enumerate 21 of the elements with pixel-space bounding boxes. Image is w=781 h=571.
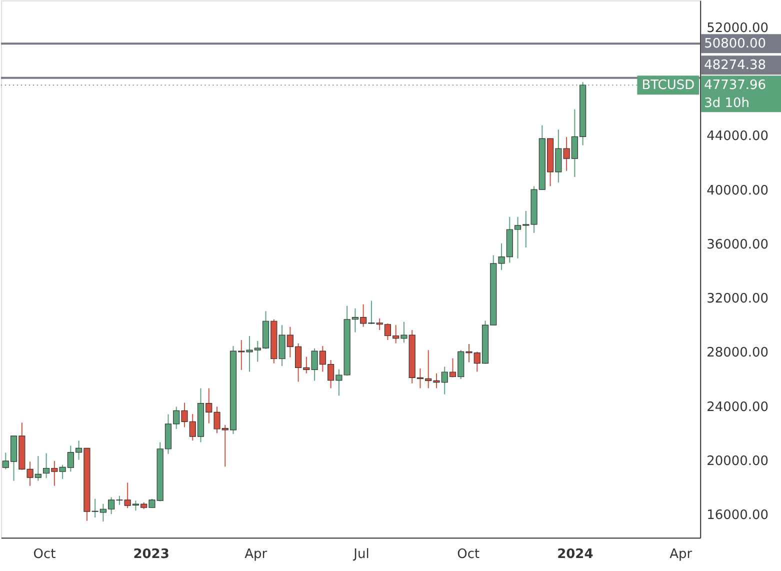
x-tick-label: 2023	[133, 547, 170, 562]
x-tick-label: Oct	[457, 547, 480, 562]
y-tick-label: 36000.00	[706, 237, 768, 252]
x-tick-label: Apr	[244, 547, 268, 562]
annotation: BTCUSD	[642, 78, 695, 94]
y-tick-label: 52000.00	[706, 20, 768, 36]
ref-line-label: 48274.38	[704, 58, 766, 74]
y-tick-label: 16000.00	[706, 508, 768, 524]
y-tick-label: 44000.00	[706, 129, 768, 144]
x-tick-label: Oct	[33, 547, 56, 562]
y-tick-label: 24000.00	[706, 400, 768, 415]
y-tick-label: 40000.00	[706, 183, 768, 198]
x-tick-label: Jul	[352, 547, 370, 562]
y-tick-label: 32000.00	[706, 292, 768, 307]
x-tick-label: Apr	[670, 547, 693, 562]
ref-line-label: 47737.96	[704, 78, 766, 94]
x-tick-label: 2024	[557, 547, 594, 562]
y-tick-label: 20000.00	[706, 454, 768, 470]
ref-line-label: 50800.00	[704, 36, 766, 52]
y-tick-label: 28000.00	[706, 346, 768, 361]
text: 3d 10h	[704, 96, 750, 112]
